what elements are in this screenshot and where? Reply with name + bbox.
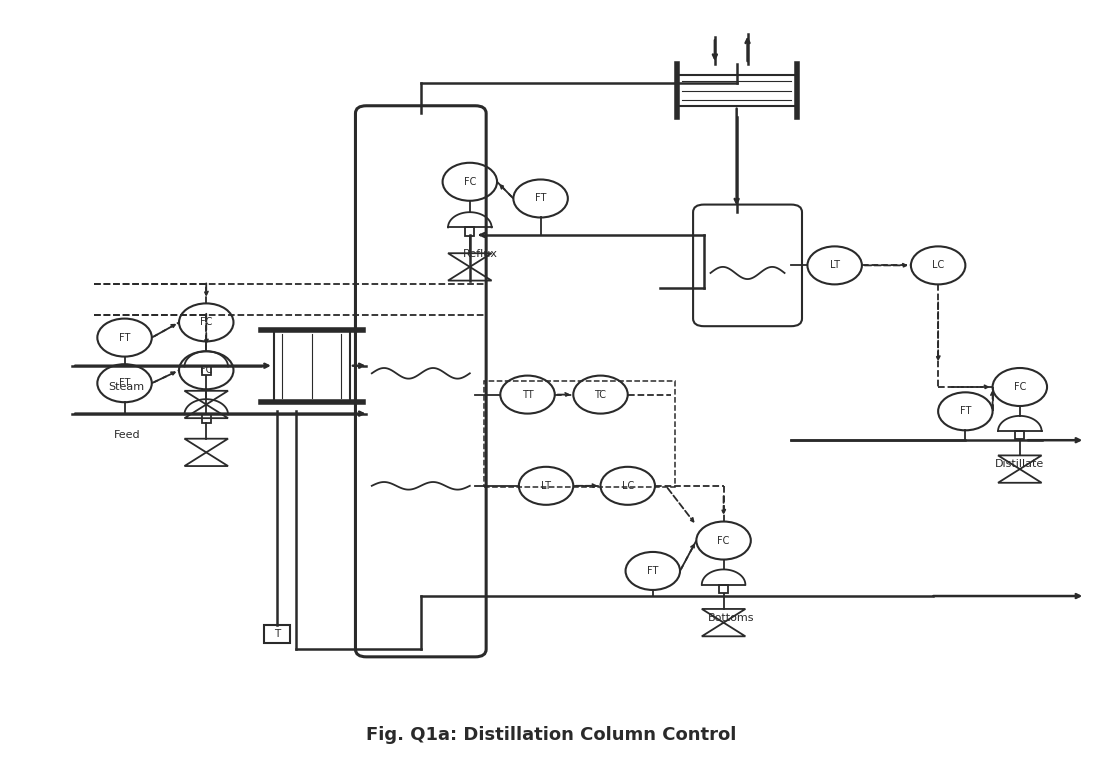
Text: Distillate: Distillate	[995, 459, 1045, 469]
Bar	[719, 584, 728, 593]
Text: Fig. Q1a: Distillation Column Control: Fig. Q1a: Distillation Column Control	[366, 726, 737, 744]
Bar	[274, 330, 350, 402]
Text: TC: TC	[595, 389, 607, 399]
Bar	[202, 414, 211, 423]
Text: FT: FT	[960, 406, 971, 416]
Bar	[264, 625, 290, 643]
Bar	[484, 381, 675, 488]
Text: LC: LC	[622, 481, 634, 491]
Text: TT: TT	[522, 389, 534, 399]
Bar	[1016, 431, 1025, 440]
Text: T: T	[274, 629, 280, 639]
Text: FT: FT	[119, 378, 130, 389]
Text: LT: LT	[829, 260, 839, 270]
Text: FT: FT	[535, 194, 546, 204]
Text: LT: LT	[542, 481, 552, 491]
Text: FC: FC	[200, 317, 213, 327]
Bar	[465, 228, 474, 236]
Text: FT: FT	[647, 566, 658, 576]
Text: FT: FT	[119, 333, 130, 343]
Text: LC: LC	[932, 260, 944, 270]
Text: Feed: Feed	[114, 430, 140, 440]
Text: FC: FC	[200, 365, 213, 375]
Text: Reflux: Reflux	[463, 248, 499, 259]
Bar	[677, 75, 796, 106]
Text: Steam: Steam	[109, 382, 144, 392]
Text: FC: FC	[717, 536, 730, 546]
Text: FC: FC	[463, 176, 476, 187]
Text: FC: FC	[1014, 382, 1026, 392]
Text: Bottoms: Bottoms	[708, 613, 754, 623]
Bar	[202, 366, 211, 375]
